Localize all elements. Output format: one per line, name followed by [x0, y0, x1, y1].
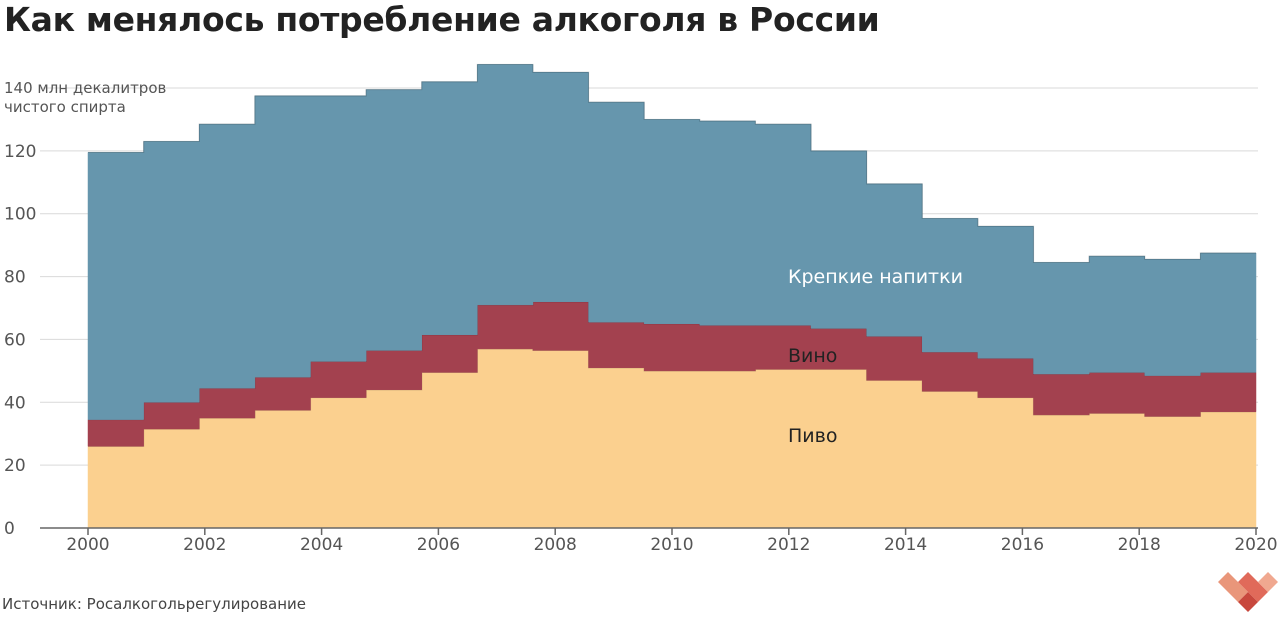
label-spirits: Крепкие напитки: [788, 266, 963, 288]
step-spirits-2001: [144, 141, 200, 402]
step-beer-2005: [366, 390, 422, 528]
step-beer-2001: [144, 429, 200, 528]
step-beer-2011: [700, 371, 756, 528]
step-beer-2014: [867, 380, 923, 528]
y-tick-label: 60: [4, 330, 26, 350]
step-wine-2010: [644, 324, 700, 371]
y-unit-label-line2: чистого спирта: [4, 98, 126, 116]
x-tick-label: 2020: [1234, 535, 1277, 555]
source-note: Источник: Росалкогольрегулирование: [2, 595, 307, 613]
step-wine-2009: [589, 322, 645, 368]
step-wine-2007: [477, 305, 533, 349]
chart: 0 20 40 60 80 100 120 140 млн декалитровчистого…: [4, 63, 1278, 555]
y-unit-label: 140 млн декалитров: [4, 79, 166, 97]
step-beer-2007: [477, 349, 533, 528]
step-wine-2006: [422, 335, 478, 373]
step-spirits-2004: [310, 96, 366, 362]
step-wine-2018: [1089, 372, 1145, 413]
step-wine-2015: [922, 352, 978, 391]
chart-title: Как менялось потребление алкоголя в Росс…: [4, 0, 880, 39]
y-tick-label: 80: [4, 268, 26, 288]
step-beer-2018: [1089, 413, 1145, 528]
step-spirits-2003: [255, 96, 311, 377]
x-tick-label: 2012: [767, 535, 810, 555]
step-spirits-2008: [533, 72, 589, 301]
label-beer: Пиво: [788, 425, 837, 447]
x-tick-label: 2008: [534, 535, 577, 555]
x-tick-label: 2006: [417, 535, 460, 555]
step-spirits-2013: [811, 151, 867, 329]
step-beer-2012: [755, 369, 811, 528]
step-spirits-2009: [589, 102, 645, 322]
step-spirits-2007: [477, 64, 533, 304]
step-wine-2004: [310, 361, 366, 397]
y-tick-label: 0: [4, 519, 15, 539]
x-tick-label: 2010: [650, 535, 693, 555]
step-spirits-2020: [1200, 253, 1256, 372]
step-wine-2002: [199, 388, 255, 418]
step-spirits-2000: [88, 152, 144, 419]
step-spirits-2002: [199, 124, 255, 388]
step-spirits-2016: [978, 226, 1034, 358]
step-wine-2011: [700, 325, 756, 371]
step-wine-2008: [533, 302, 589, 351]
step-beer-2013: [811, 369, 867, 528]
step-beer-2000: [88, 446, 144, 528]
step-spirits-2006: [422, 82, 478, 335]
step-beer-2010: [644, 371, 700, 528]
step-wine-2005: [366, 350, 422, 389]
x-tick-label: 2004: [300, 535, 343, 555]
step-spirits-2010: [644, 119, 700, 323]
step-wine-2019: [1145, 376, 1201, 417]
step-beer-2019: [1145, 416, 1201, 528]
brand-logo-icon: [1218, 572, 1278, 612]
step-wine-2017: [1034, 374, 1090, 415]
step-beer-2004: [310, 398, 366, 528]
y-tick-label: 120: [4, 142, 36, 162]
step-beer-2015: [922, 391, 978, 528]
step-beer-2002: [199, 418, 255, 528]
step-spirits-2018: [1089, 256, 1145, 372]
step-spirits-2011: [700, 121, 756, 325]
x-tick-label: 2002: [183, 535, 226, 555]
y-tick-label: 40: [4, 393, 26, 413]
y-tick-label: 20: [4, 456, 26, 476]
y-tick-label: 100: [4, 205, 36, 225]
x-tick-label: 2014: [884, 535, 927, 555]
label-wine: Вино: [788, 345, 837, 367]
step-beer-2009: [589, 368, 645, 528]
step-beer-2020: [1200, 412, 1256, 528]
step-spirits-2019: [1145, 259, 1201, 375]
step-wine-2020: [1200, 372, 1256, 411]
step-spirits-2014: [867, 184, 923, 336]
step-spirits-2012: [755, 124, 811, 325]
step-beer-2003: [255, 410, 311, 528]
edge-spirits: [88, 63, 1256, 264]
step-spirits-2005: [366, 90, 422, 351]
step-wine-2003: [255, 377, 311, 410]
x-tick-label: 2016: [1001, 535, 1044, 555]
step-beer-2006: [422, 372, 478, 528]
step-spirits-2017: [1034, 262, 1090, 374]
step-beer-2008: [533, 350, 589, 528]
step-wine-2014: [867, 336, 923, 380]
x-tick-label: 2018: [1118, 535, 1161, 555]
step-wine-2000: [88, 420, 144, 447]
step-beer-2017: [1034, 415, 1090, 528]
area-spirits: [87, 64, 1257, 420]
step-beer-2016: [978, 398, 1034, 528]
step-wine-2001: [144, 402, 200, 429]
x-tick-label: 2000: [66, 535, 109, 555]
step-wine-2016: [978, 358, 1034, 397]
